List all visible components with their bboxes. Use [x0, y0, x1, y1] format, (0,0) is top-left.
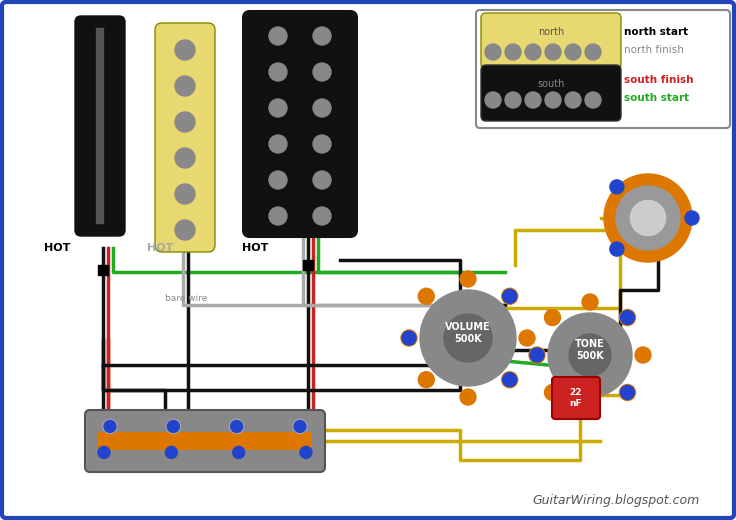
Circle shape — [293, 420, 307, 434]
FancyBboxPatch shape — [481, 13, 621, 69]
Circle shape — [485, 44, 501, 60]
Circle shape — [175, 40, 195, 60]
Circle shape — [582, 400, 598, 416]
Circle shape — [269, 207, 287, 225]
Text: VOLUME
500K: VOLUME 500K — [445, 322, 491, 344]
Circle shape — [418, 288, 434, 304]
Circle shape — [269, 63, 287, 81]
Circle shape — [313, 207, 331, 225]
Bar — [303, 260, 313, 270]
Circle shape — [313, 135, 331, 153]
Text: south start: south start — [624, 93, 689, 103]
Circle shape — [620, 385, 634, 399]
Circle shape — [545, 92, 561, 108]
Circle shape — [525, 92, 541, 108]
Circle shape — [401, 330, 417, 346]
Circle shape — [635, 347, 651, 363]
FancyBboxPatch shape — [481, 65, 621, 121]
Circle shape — [175, 76, 195, 96]
Circle shape — [631, 200, 665, 236]
Bar — [98, 432, 312, 450]
Circle shape — [166, 420, 180, 434]
Circle shape — [585, 92, 601, 108]
FancyBboxPatch shape — [155, 23, 215, 252]
FancyBboxPatch shape — [243, 11, 357, 237]
Circle shape — [485, 92, 501, 108]
Text: HOT: HOT — [241, 243, 268, 253]
Circle shape — [685, 211, 699, 225]
Text: north start: north start — [624, 27, 688, 37]
FancyBboxPatch shape — [476, 10, 730, 128]
Circle shape — [166, 447, 177, 459]
FancyBboxPatch shape — [552, 377, 600, 419]
Circle shape — [175, 148, 195, 168]
Text: HOT: HOT — [43, 243, 70, 253]
Circle shape — [444, 314, 492, 362]
Circle shape — [402, 331, 416, 345]
Circle shape — [530, 348, 544, 362]
Circle shape — [620, 309, 635, 326]
Circle shape — [269, 27, 287, 45]
Circle shape — [604, 174, 692, 262]
Text: bare wire: bare wire — [165, 293, 208, 303]
Circle shape — [505, 44, 521, 60]
Circle shape — [569, 334, 611, 376]
Bar — [98, 265, 108, 275]
Circle shape — [502, 372, 517, 388]
Circle shape — [616, 186, 680, 250]
Circle shape — [610, 242, 624, 256]
Circle shape — [233, 447, 244, 459]
Text: south finish: south finish — [624, 75, 693, 85]
Circle shape — [585, 44, 601, 60]
Text: 22
nF: 22 nF — [570, 388, 582, 408]
Circle shape — [460, 389, 476, 405]
Circle shape — [269, 135, 287, 153]
Text: HOT: HOT — [146, 243, 173, 253]
Circle shape — [313, 27, 331, 45]
Circle shape — [529, 347, 545, 363]
Circle shape — [313, 99, 331, 117]
Circle shape — [620, 310, 634, 324]
Circle shape — [294, 421, 306, 433]
Circle shape — [610, 180, 624, 194]
Circle shape — [167, 421, 180, 433]
Circle shape — [545, 384, 561, 400]
Circle shape — [175, 112, 195, 132]
Circle shape — [230, 421, 243, 433]
Circle shape — [269, 171, 287, 189]
Circle shape — [525, 44, 541, 60]
Circle shape — [582, 294, 598, 310]
Circle shape — [503, 373, 517, 387]
Circle shape — [98, 447, 110, 459]
Circle shape — [505, 92, 521, 108]
Circle shape — [503, 289, 517, 303]
Circle shape — [548, 313, 632, 397]
Text: north finish: north finish — [624, 45, 684, 55]
Circle shape — [420, 290, 516, 386]
Text: TONE
500K: TONE 500K — [575, 339, 605, 361]
Text: GuitarWiring.blogspot.com: GuitarWiring.blogspot.com — [533, 493, 700, 506]
Circle shape — [313, 63, 331, 81]
Text: south: south — [537, 79, 565, 89]
Circle shape — [502, 288, 517, 304]
Circle shape — [565, 92, 581, 108]
Circle shape — [300, 447, 312, 459]
FancyBboxPatch shape — [75, 16, 125, 236]
Circle shape — [104, 421, 116, 433]
Circle shape — [269, 99, 287, 117]
Circle shape — [418, 372, 434, 388]
Circle shape — [230, 420, 244, 434]
Circle shape — [175, 220, 195, 240]
Circle shape — [565, 44, 581, 60]
Circle shape — [460, 271, 476, 287]
Circle shape — [545, 309, 561, 326]
Circle shape — [545, 44, 561, 60]
Text: north: north — [538, 27, 564, 37]
Circle shape — [313, 171, 331, 189]
Circle shape — [519, 330, 535, 346]
FancyBboxPatch shape — [85, 410, 325, 472]
Circle shape — [175, 184, 195, 204]
Circle shape — [103, 420, 117, 434]
Circle shape — [620, 384, 635, 400]
